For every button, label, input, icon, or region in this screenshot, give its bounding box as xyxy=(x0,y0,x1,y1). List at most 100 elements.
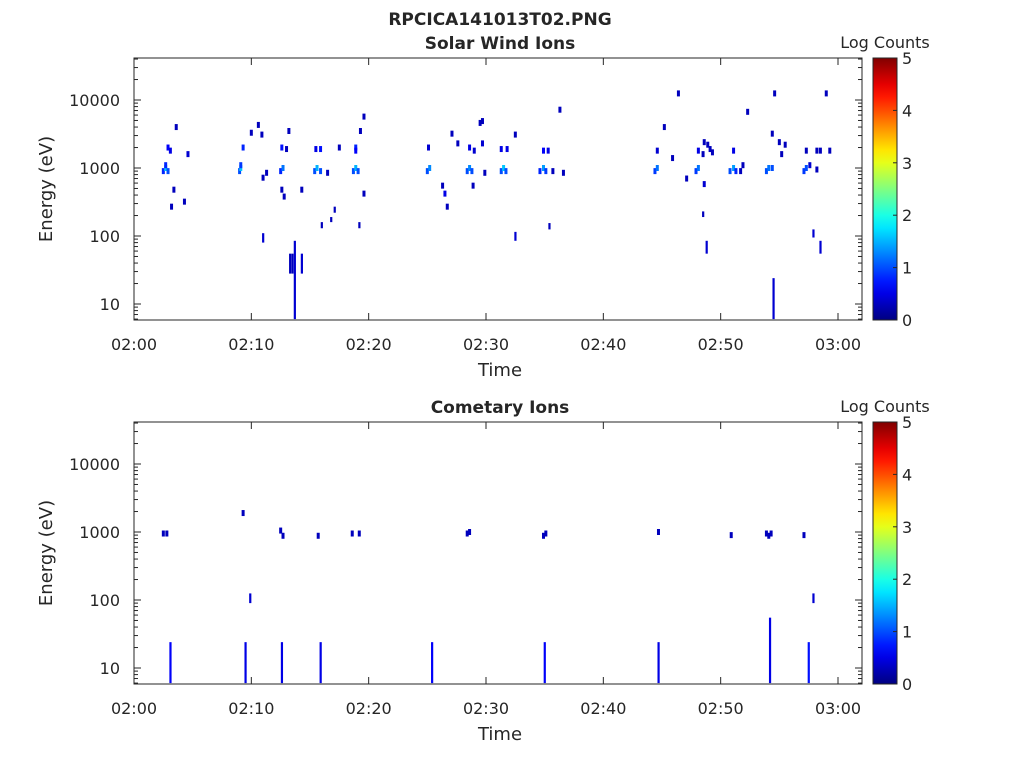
data-column xyxy=(300,253,303,274)
data-cell xyxy=(265,169,269,176)
data-cell xyxy=(808,162,812,169)
x-tick-label: 02:10 xyxy=(228,699,274,718)
colorbar-label: Log Counts xyxy=(840,397,930,416)
y-tick-label: 10 xyxy=(100,659,120,678)
data-cell xyxy=(165,530,169,537)
data-cell xyxy=(239,162,243,169)
data-cell xyxy=(428,165,432,171)
data-cell xyxy=(685,175,689,182)
data-cell xyxy=(465,168,469,175)
data-cell xyxy=(319,168,323,175)
data-cell xyxy=(828,147,832,154)
data-cell xyxy=(561,169,565,176)
colorbar-tick-label: 0 xyxy=(902,675,912,694)
data-cell xyxy=(170,203,174,210)
data-cell xyxy=(708,146,712,153)
data-cell xyxy=(315,165,319,171)
data-cell xyxy=(815,166,819,173)
data-column xyxy=(812,593,815,604)
data-cell xyxy=(465,530,469,537)
data-cell xyxy=(472,147,476,154)
data-column xyxy=(819,240,822,254)
data-cell xyxy=(741,162,745,169)
colorbar-tick-label: 4 xyxy=(902,101,912,120)
data-cell xyxy=(671,155,675,162)
x-tick-label: 02:40 xyxy=(580,699,626,718)
data-cell xyxy=(354,144,358,151)
plot-frame xyxy=(133,421,863,685)
data-cell xyxy=(804,165,808,171)
data-cell xyxy=(728,168,732,175)
colorbar-tick-label: 1 xyxy=(902,259,912,278)
colorbar xyxy=(872,57,898,321)
data-cell xyxy=(161,168,165,175)
data-column xyxy=(514,231,517,241)
colorbar-tick-label: 5 xyxy=(902,413,912,432)
data-cell xyxy=(443,190,447,197)
data-cell xyxy=(770,165,774,171)
colorbar-tick-label: 2 xyxy=(902,570,912,589)
data-cell xyxy=(260,131,264,138)
data-cell xyxy=(362,190,366,197)
data-cell xyxy=(505,146,509,153)
data-cell xyxy=(541,165,545,171)
data-cell xyxy=(281,532,285,539)
y-axis-label: Energy (eV) xyxy=(36,136,57,242)
data-cell xyxy=(783,141,787,148)
colorbar-tick-label: 1 xyxy=(902,623,912,642)
data-cell xyxy=(655,147,659,154)
data-cell xyxy=(764,530,768,537)
y-tick-label: 100 xyxy=(89,591,120,610)
data-cell xyxy=(767,165,771,171)
data-cell xyxy=(544,168,548,175)
data-cell xyxy=(653,168,657,175)
data-cell xyxy=(732,165,736,171)
data-cell xyxy=(769,530,773,537)
colorbar-tick-label: 2 xyxy=(902,206,912,225)
data-cell xyxy=(356,168,360,175)
x-tick-label: 02:10 xyxy=(228,335,274,354)
data-cell xyxy=(279,168,283,175)
data-cell xyxy=(280,186,284,193)
x-tick-label: 02:30 xyxy=(463,699,509,718)
data-cell xyxy=(656,529,660,535)
data-cell xyxy=(739,168,743,175)
data-cell xyxy=(662,124,666,131)
x-tick-label: 02:00 xyxy=(111,699,157,718)
data-cell xyxy=(499,146,503,153)
data-cell xyxy=(815,147,819,154)
data-cell xyxy=(480,118,484,125)
x-tick-label: 02:40 xyxy=(580,335,626,354)
data-cell xyxy=(441,182,445,189)
data-column xyxy=(319,642,322,684)
data-cell xyxy=(541,532,545,539)
x-tick-label: 02:50 xyxy=(698,699,744,718)
colorbar xyxy=(872,421,898,685)
y-tick-label: 1000 xyxy=(79,523,120,542)
data-column xyxy=(293,240,296,320)
plot-frame xyxy=(133,57,863,321)
data-cell xyxy=(168,147,172,154)
figure-title: RPCICA141013T02.PNG xyxy=(388,10,611,30)
data-cell xyxy=(802,532,806,539)
data-cell xyxy=(676,90,680,97)
data-cell xyxy=(701,151,705,158)
data-cell xyxy=(706,141,710,148)
colorbar-tick-label: 4 xyxy=(902,465,912,484)
data-cell xyxy=(358,128,362,135)
data-cell xyxy=(546,147,550,154)
data-column xyxy=(280,642,284,684)
data-cell xyxy=(468,165,472,171)
data-cell xyxy=(314,146,318,153)
data-cell xyxy=(696,165,700,171)
data-cell xyxy=(470,168,474,175)
data-cell xyxy=(541,147,545,154)
data-cell xyxy=(313,168,317,175)
data-cell xyxy=(746,108,750,115)
y-tick-label: 10000 xyxy=(69,91,120,110)
data-cell xyxy=(770,130,774,137)
data-cell xyxy=(456,140,460,147)
data-cell xyxy=(354,147,358,154)
data-cell xyxy=(279,527,283,534)
data-cell xyxy=(818,147,822,154)
